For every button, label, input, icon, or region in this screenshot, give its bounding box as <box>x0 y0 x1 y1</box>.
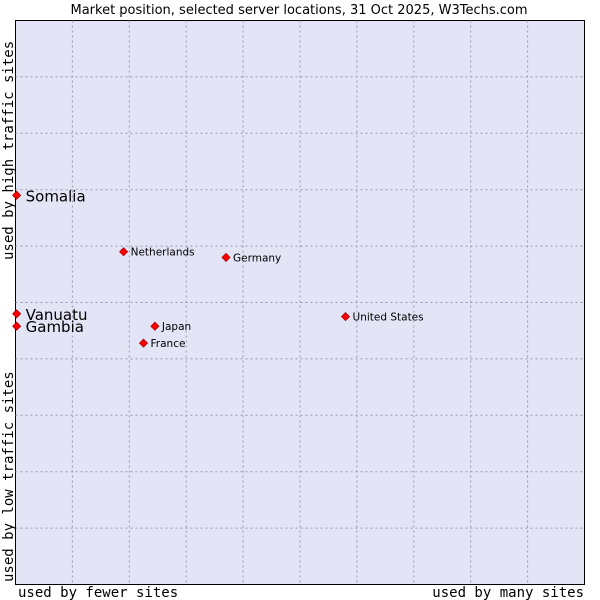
marker-united-states <box>340 312 351 322</box>
marker-gambia <box>12 321 22 331</box>
data-point-japan: Japan <box>150 321 191 333</box>
data-point-netherlands: Netherlands <box>119 247 195 259</box>
marker-japan <box>150 321 160 331</box>
data-point-united-states: United States <box>340 312 424 324</box>
marker-france <box>138 338 149 348</box>
point-label-japan: Japan <box>161 321 191 333</box>
point-label-netherlands: Netherlands <box>131 247 195 259</box>
point-label-germany: Germany <box>233 252 281 264</box>
x-axis-label-right: used by many sites <box>432 585 584 600</box>
y-axis-label-bottom: used by low traffic sites <box>1 371 17 582</box>
point-label-vanuatu: Vanuatu <box>26 306 88 324</box>
marker-vanuatu <box>12 309 22 319</box>
point-label-united-states: United States <box>353 312 424 324</box>
marker-somalia <box>12 190 22 200</box>
point-label-gambia: Gambia <box>26 318 84 336</box>
data-point-germany: Germany <box>221 252 281 264</box>
point-label-somalia: Somalia <box>26 187 86 205</box>
data-point-gambia: Gambia <box>12 318 84 336</box>
data-point-vanuatu: Vanuatu <box>12 306 88 324</box>
data-point-somalia: Somalia <box>12 187 86 205</box>
marker-netherlands <box>119 247 129 257</box>
grid-lines <box>15 20 585 585</box>
data-point-france: France <box>138 338 186 350</box>
x-axis-label-left: used by fewer sites <box>18 585 178 600</box>
y-axis-label-top: used by high traffic sites <box>1 41 17 260</box>
marker-germany <box>221 252 231 262</box>
chart-title: Market position, selected server locatio… <box>70 3 527 18</box>
point-label-france: France <box>151 338 186 350</box>
